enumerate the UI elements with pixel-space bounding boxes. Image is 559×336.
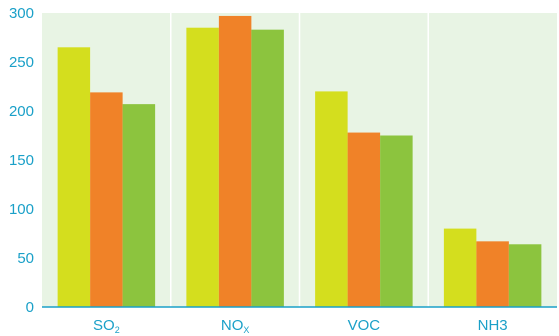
y-tick-label: 200 (9, 103, 34, 120)
x-tick-label-voc: VOC (348, 317, 381, 334)
bar-voc-series-1 (315, 91, 348, 308)
y-tick-label: 100 (9, 201, 34, 218)
bar-voc-series-2 (347, 132, 381, 307)
grid-lines (170, 13, 429, 307)
y-tick-label: 150 (9, 152, 34, 169)
bar-nh3-series-2 (476, 241, 509, 307)
x-tick-label-nox: NOX (221, 317, 250, 335)
bars (57, 15, 542, 308)
bar-nh3-series-3 (508, 244, 542, 307)
bar-nox-series-3 (251, 29, 284, 307)
y-tick-label: 0 (26, 299, 34, 316)
bar-so2-series-2 (90, 92, 123, 307)
bar-nox-series-2 (218, 15, 252, 307)
x-axis-labels: SO2 NOX VOC NH3 (93, 317, 508, 335)
y-tick-label: 300 (9, 5, 34, 22)
y-tick-label: 250 (9, 54, 34, 71)
y-tick-label: 50 (17, 250, 34, 267)
bar-nox-series-1 (186, 27, 219, 307)
bar-so2-series-1 (57, 47, 91, 308)
bar-nh3-series-1 (443, 228, 477, 307)
bar-voc-series-3 (380, 135, 413, 307)
x-tick-label-nh3: NH3 (478, 317, 508, 334)
y-axis-ticks: 0 50 100 150 200 250 300 (9, 5, 34, 316)
x-tick-label-so2: SO2 (93, 317, 120, 335)
bar-so2-series-3 (122, 104, 156, 307)
